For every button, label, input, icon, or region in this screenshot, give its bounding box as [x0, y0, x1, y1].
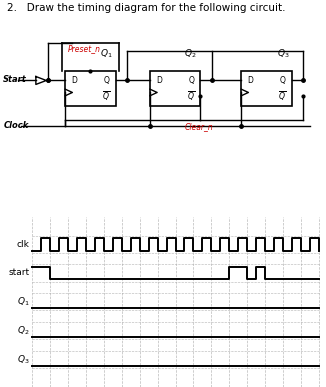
Text: $\overline{Q}$: $\overline{Q}$: [186, 89, 195, 103]
Text: Clear_n: Clear_n: [185, 122, 213, 132]
Text: $Q_1$: $Q_1$: [100, 48, 112, 60]
Text: Start: Start: [3, 75, 27, 84]
Text: $\overline{Q}$: $\overline{Q}$: [278, 89, 286, 103]
Text: Preset_n: Preset_n: [68, 44, 101, 53]
Text: $\overline{Q}$: $\overline{Q}$: [102, 89, 110, 103]
Bar: [241, 70, 292, 106]
Text: D: D: [156, 76, 162, 85]
Text: $Q_3$: $Q_3$: [17, 353, 30, 366]
Text: clk: clk: [17, 240, 30, 248]
Text: $Q_2$: $Q_2$: [185, 48, 197, 60]
Text: D: D: [247, 76, 253, 85]
Text: D: D: [71, 76, 77, 85]
Text: Q: Q: [280, 76, 286, 85]
Text: $Q_3$: $Q_3$: [277, 48, 290, 60]
Text: Clock: Clock: [3, 121, 29, 130]
Text: 2.   Draw the timing diagram for the following circuit.: 2. Draw the timing diagram for the follo…: [7, 3, 285, 13]
Text: start: start: [8, 269, 30, 277]
Bar: [150, 70, 200, 106]
Bar: [65, 70, 116, 106]
Text: $Q_1$: $Q_1$: [17, 296, 30, 308]
Text: $Q_2$: $Q_2$: [17, 324, 30, 337]
Text: Q: Q: [104, 76, 110, 85]
Text: Q: Q: [189, 76, 195, 85]
